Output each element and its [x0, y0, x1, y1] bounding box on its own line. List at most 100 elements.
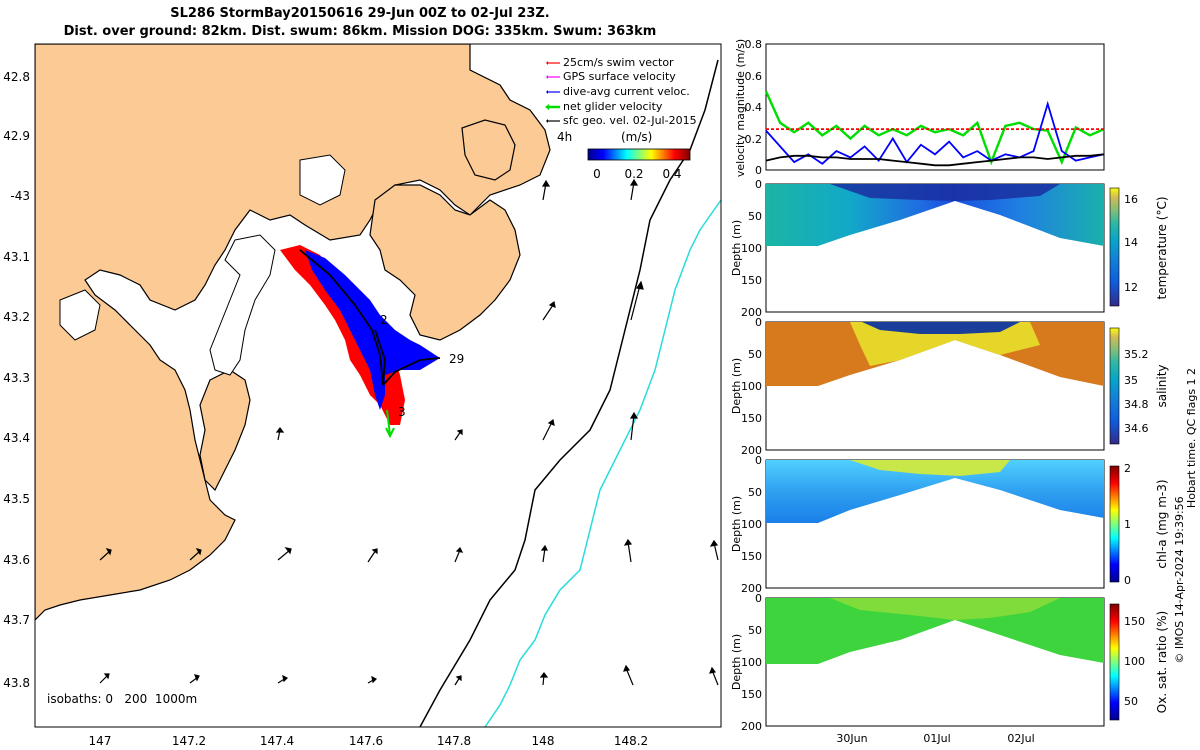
glider-track [280, 245, 441, 439]
net-velocity-arrow [385, 409, 395, 439]
cb-tick: 150 [1124, 615, 1145, 628]
temperature-colorbar [1109, 187, 1120, 307]
oxygen-upper-layer [830, 598, 1060, 620]
depth-tick: 200 [741, 720, 762, 733]
legend-entry-gps: GPS surface velocity [546, 70, 676, 83]
map-y-tick: 42.9 [3, 129, 30, 143]
depth-tick: 200 [741, 444, 762, 457]
cb-tick: 1 [1124, 518, 1131, 531]
track-label-2: 2 [380, 313, 388, 327]
geo-arrow [277, 547, 292, 561]
map-x-tick: 147.4 [260, 734, 294, 748]
velocity-series-line [765, 100, 1105, 165]
legend-label: 25cm/s swim vector [563, 56, 674, 69]
map-y-axis: 42.8 42.9 -43 43.1 43.2 43.3 43.4 43.5 4… [3, 70, 30, 690]
depth-tick: 200 [741, 306, 762, 319]
cb-tick: 2 [1124, 462, 1131, 475]
velocity-ylabel: velocity magnitude (m/s) [734, 39, 747, 177]
land-maria-island [461, 119, 516, 181]
geo-arrow [709, 539, 719, 561]
chla-ylabel: Depth (m) [730, 496, 743, 552]
depth-tick: 150 [741, 688, 762, 701]
isobath-200m [419, 59, 719, 727]
map-y-tick: 43.2 [3, 310, 30, 324]
map-x-tick: 147.6 [349, 734, 383, 748]
map-legend: 25cm/s swim vector GPS surface velocity … [545, 56, 697, 181]
map-x-tick: 148 [532, 734, 555, 748]
depth-tick: 150 [741, 274, 762, 287]
oxygen-cb-label: Ox. sat. ratio (%) [1155, 611, 1169, 713]
velocity-series [764, 90, 1105, 167]
isobath-1000m [484, 199, 721, 727]
water-bay-2 [59, 289, 101, 341]
depth-tick: 50 [748, 624, 762, 637]
velocity-series-line [765, 153, 1105, 167]
legend-label: sfc geo. vel. 02-Jul-2015 [563, 114, 697, 127]
map-y-tick: 43.7 [3, 613, 30, 627]
velocity-series-line [764, 90, 1105, 166]
land-mainland [35, 44, 551, 621]
title-line-1: SL286 StormBay20150616 29-Jun 00Z to 02-… [170, 6, 550, 21]
depth-tick: 0 [755, 592, 762, 605]
geo-arrow [277, 674, 289, 684]
time-x-tick: 30Jun [836, 732, 867, 745]
geo-arrow [540, 544, 548, 563]
map-colorbar-unit: (m/s) [621, 130, 652, 144]
salinity-panel: 0 50 100 150 200 34.6 34.8 35 35.2 Depth… [730, 316, 1169, 457]
map-colorbar-tick: 0.4 [662, 167, 681, 181]
geo-arrow [367, 675, 378, 684]
chla-colorbar [1109, 465, 1120, 583]
map-colorbar-tick: 0.2 [624, 167, 643, 181]
map-x-tick: 147.8 [437, 734, 471, 748]
map-x-tick: 147.2 [172, 734, 206, 748]
cb-tick: 100 [1124, 655, 1145, 668]
depth-tick: 50 [748, 486, 762, 499]
geo-arrow [629, 411, 639, 441]
geo-arrow [189, 548, 202, 561]
track-label-3: 3 [398, 405, 406, 419]
map-y-tick: -43 [10, 189, 30, 203]
geo-arrow [454, 546, 464, 563]
geo-arrow [623, 664, 634, 686]
vel-y-tick: 0.4 [745, 101, 763, 114]
oxygen-panel: 0 50 100 150 200 50 100 150 Depth (m) Ox… [730, 592, 1169, 745]
geo-arrow [629, 178, 639, 201]
track-label-29: 29 [449, 352, 464, 366]
legend-entry-swim: 25cm/s swim vector [546, 56, 674, 69]
cb-tick: 35.2 [1124, 348, 1149, 361]
legend-label: net glider velocity [563, 100, 663, 113]
map-x-tick: 147 [89, 734, 112, 748]
cb-tick: 12 [1124, 281, 1138, 294]
track-line [299, 249, 441, 386]
cb-tick: 34.8 [1124, 398, 1149, 411]
salinity-surface [862, 322, 1020, 334]
depth-tick: 50 [748, 210, 762, 223]
cb-tick: 14 [1124, 236, 1138, 249]
depth-tick: 100 [741, 518, 762, 531]
credit: © IMOS 14-Apr-2024 19:39:56 [1173, 496, 1186, 663]
sfc-geo-velocity-arrows [99, 178, 719, 686]
map-y-tick: 43.8 [3, 676, 30, 690]
geo-arrow [367, 548, 378, 563]
water-bay [299, 154, 346, 206]
map-y-tick: 43.6 [3, 553, 30, 567]
map-y-tick: 43.1 [3, 250, 30, 264]
temperature-cold-core [830, 184, 1060, 201]
cb-tick: 50 [1124, 695, 1138, 708]
depth-tick: 0 [755, 316, 762, 329]
legend-label: GPS surface velocity [563, 70, 676, 83]
map-y-tick: 42.8 [3, 70, 30, 84]
map-y-tick: 43.5 [3, 492, 30, 506]
geo-arrow [539, 672, 549, 686]
geo-arrow [542, 300, 556, 321]
vel-y-tick: 0 [755, 164, 762, 177]
chla-cb-label: chl-a (mg m-3) [1155, 479, 1169, 568]
chla-field [766, 460, 1104, 523]
vel-y-tick: 0.8 [745, 38, 763, 51]
velocity-panel: 0 0.2 0.4 0.6 0.8 velocity magnitude (m/… [734, 38, 1105, 177]
depth-tick: 100 [741, 242, 762, 255]
qc-note: Hobart time. QC flags 1 2 [1185, 368, 1198, 508]
geo-arrow [189, 674, 200, 684]
cb-tick: 35 [1124, 374, 1138, 387]
